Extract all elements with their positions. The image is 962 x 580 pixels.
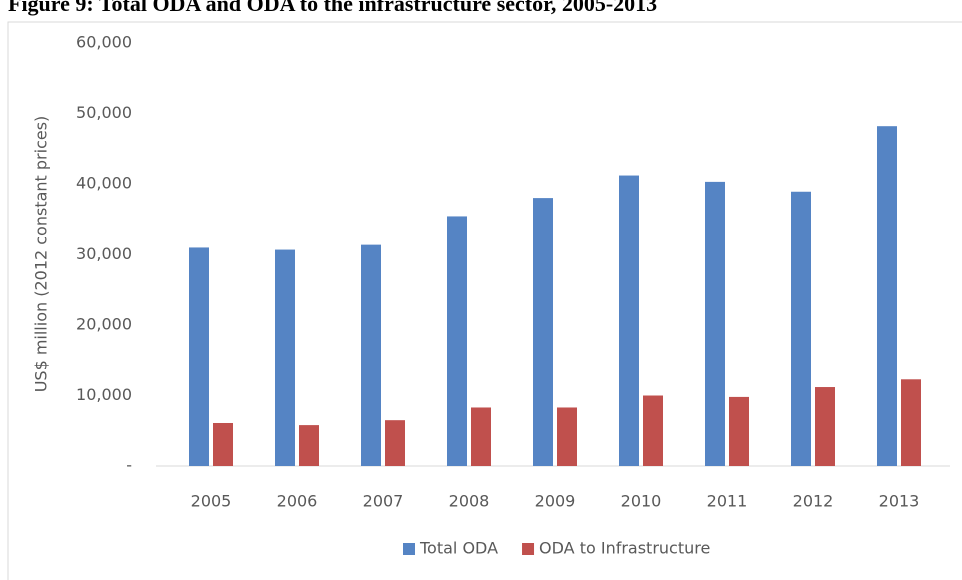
bar [447, 216, 467, 466]
legend-swatch [403, 543, 415, 555]
bar [299, 425, 319, 466]
legend-label: Total ODA [419, 539, 498, 558]
bar [729, 396, 749, 466]
chart-title: Figure 9: Total ODA and ODA to the infra… [8, 0, 657, 16]
bar [877, 126, 897, 466]
y-tick-label: 20,000 [76, 315, 132, 334]
bar [815, 387, 835, 466]
x-tick-label: 2006 [277, 492, 318, 511]
x-tick-label: 2013 [879, 492, 920, 511]
y-tick-label: 40,000 [76, 174, 132, 193]
bar [361, 244, 381, 466]
y-axis-label: US$ million (2012 constant prices) [32, 116, 51, 393]
bar [791, 191, 811, 466]
bar [643, 395, 663, 466]
y-tick-label: 30,000 [76, 244, 132, 263]
y-tick-label: - [126, 456, 132, 475]
bar [705, 181, 725, 466]
bar [275, 249, 295, 466]
x-tick-label: 2007 [363, 492, 404, 511]
bar [557, 407, 577, 466]
x-tick-label: 2011 [707, 492, 748, 511]
legend-swatch [522, 543, 535, 555]
bar [213, 422, 233, 466]
bar [471, 407, 491, 466]
bar [189, 247, 209, 466]
y-tick-label: 60,000 [76, 33, 132, 52]
x-tick-label: 2005 [191, 492, 232, 511]
legend-label: ODA to Infrastructure [539, 539, 710, 558]
x-tick-label: 2012 [793, 492, 834, 511]
bar [385, 420, 405, 466]
x-tick-label: 2010 [621, 492, 662, 511]
x-tick-label: 2008 [449, 492, 490, 511]
bar [901, 379, 921, 466]
x-tick-label: 2009 [535, 492, 576, 511]
y-tick-label: 50,000 [76, 103, 132, 122]
bar [619, 175, 639, 467]
y-tick-label: 10,000 [76, 385, 132, 404]
chart-frame [7, 21, 962, 580]
bar [533, 198, 553, 466]
